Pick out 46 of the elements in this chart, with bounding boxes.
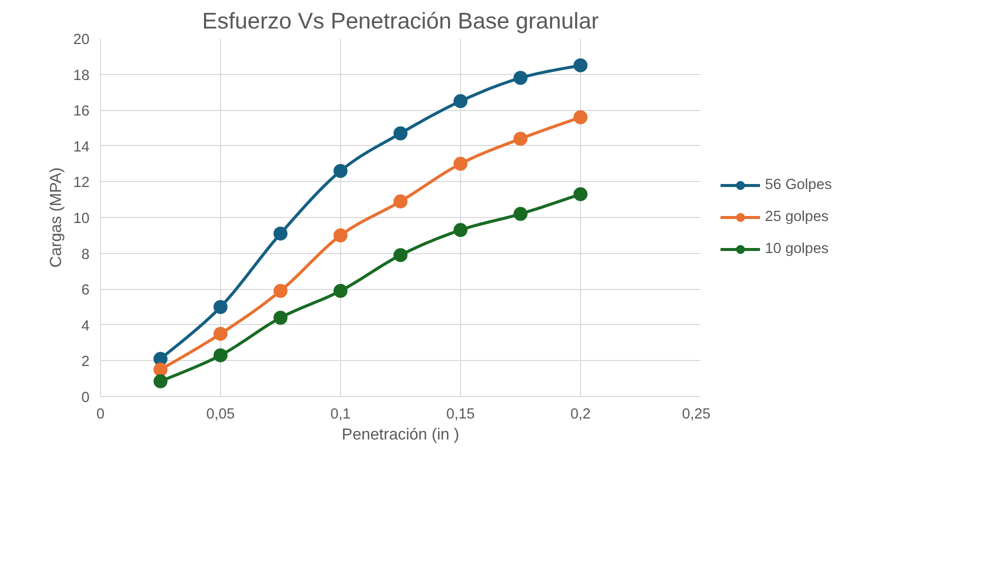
point <box>154 374 168 388</box>
legend-label: 25 golpes <box>765 209 829 225</box>
x-tick-label: 0,15 <box>446 406 475 422</box>
y-tick-label: 16 <box>73 104 90 120</box>
point <box>514 70 528 85</box>
y-tick-label: 8 <box>81 246 90 263</box>
point <box>274 226 288 241</box>
point <box>334 284 348 298</box>
y-tick-label: 4 <box>81 318 90 334</box>
point <box>574 110 588 124</box>
point <box>574 187 588 202</box>
y-tick-label: 2 <box>81 354 90 370</box>
point <box>274 310 288 325</box>
point <box>274 284 288 298</box>
point <box>214 348 228 362</box>
y-tick-label: 12 <box>73 175 90 192</box>
point <box>454 94 468 108</box>
point <box>334 228 348 242</box>
x-tick-label: 0,1 <box>330 406 351 422</box>
point <box>394 248 408 262</box>
y-tick-label: 6 <box>81 282 90 299</box>
point <box>514 206 528 221</box>
legend-label: 10 golpes <box>765 241 829 257</box>
x-tick-label: 0,05 <box>206 406 235 422</box>
chart-title: Esfuerzo Vs Penetración Base granular <box>202 8 600 34</box>
legend-label: 56 Golpes <box>765 177 832 193</box>
y-tick-label: 10 <box>73 211 90 227</box>
point <box>454 156 468 171</box>
point <box>214 300 228 314</box>
x-axis-title: Penetración (in ) <box>342 426 460 444</box>
point <box>394 194 408 208</box>
y-tick-label: 14 <box>73 139 90 156</box>
point <box>574 58 588 72</box>
x-tick-label: 0,2 <box>570 406 591 422</box>
y-axis-title: Cargas (MPA) <box>48 167 66 268</box>
point <box>454 223 468 238</box>
y-tick-label: 0 <box>81 390 90 406</box>
y-tick-label: 20 <box>73 32 90 48</box>
point <box>334 164 348 178</box>
x-tick-label: 0 <box>96 406 105 422</box>
point <box>154 362 168 377</box>
point <box>514 132 528 146</box>
y-tick-label: 18 <box>73 68 90 84</box>
point <box>214 326 228 341</box>
x-tick-label: 0,25 <box>682 406 711 422</box>
point <box>394 126 408 140</box>
